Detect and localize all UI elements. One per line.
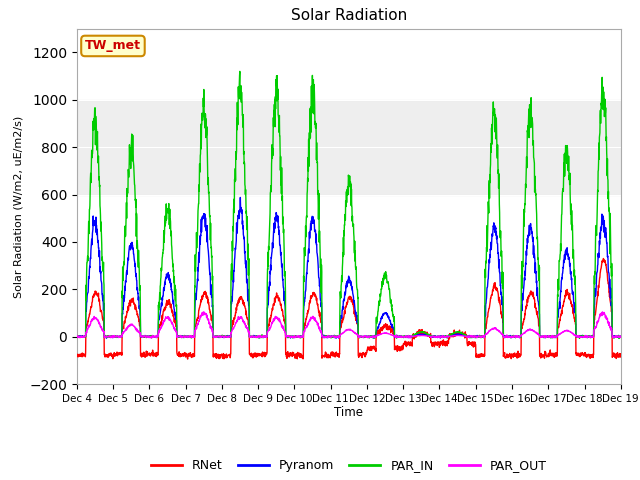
Y-axis label: Solar Radiation (W/m2, uE/m2/s): Solar Radiation (W/m2, uE/m2/s) (13, 115, 24, 298)
Title: Solar Radiation: Solar Radiation (291, 9, 407, 24)
X-axis label: Time: Time (334, 407, 364, 420)
Text: TW_met: TW_met (85, 39, 141, 52)
Bar (77, 100, 621, 194)
Legend: RNet, Pyranom, PAR_IN, PAR_OUT: RNet, Pyranom, PAR_IN, PAR_OUT (146, 454, 552, 477)
